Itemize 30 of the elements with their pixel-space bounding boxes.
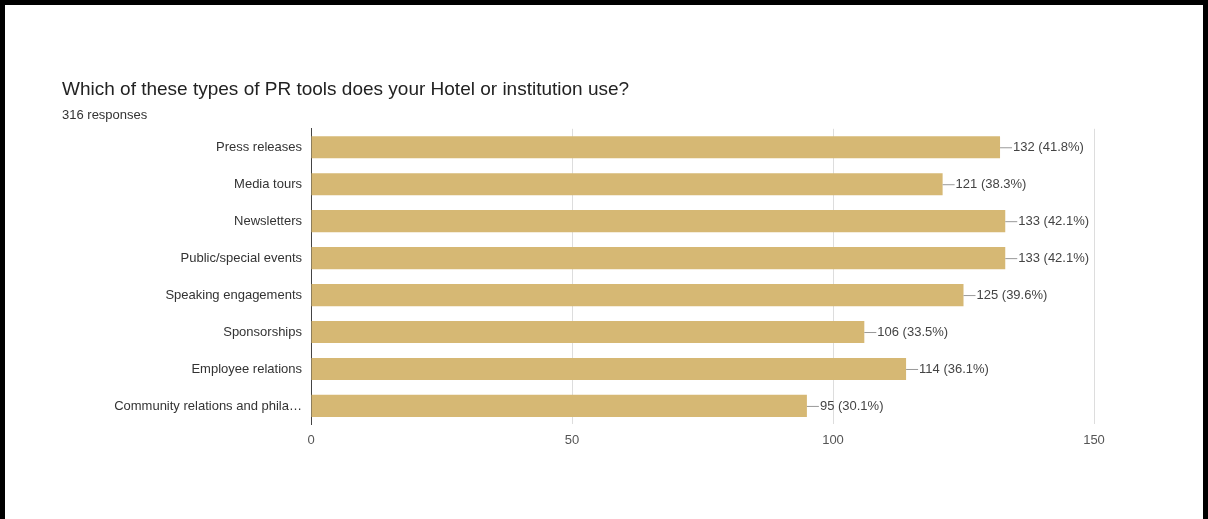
data-label: 133 (42.1%) xyxy=(1018,249,1090,265)
y-tick-label: Employee relations xyxy=(191,360,303,376)
data-label: 114 (36.1%) xyxy=(919,360,989,376)
chart-title: Which of these types of PR tools does your Hotel or institution use? xyxy=(62,78,630,100)
data-label: 133 (42.1%) xyxy=(1018,212,1090,228)
text: 316 responses xyxy=(62,107,148,122)
bar xyxy=(311,283,964,307)
y-tick-label: Media tours xyxy=(234,175,303,191)
x-tick-label: 150 xyxy=(1083,431,1105,447)
y-tick-label: Public/special events xyxy=(180,249,303,265)
bar xyxy=(311,173,943,196)
x-tick-label: 0 xyxy=(307,431,315,447)
y-tick-label: Newsletters xyxy=(234,212,303,228)
x-tick-label: 50 xyxy=(564,431,580,447)
data-label: 95 (30.1%) xyxy=(819,397,884,413)
bar xyxy=(311,136,1001,159)
x-tick-label: 100 xyxy=(822,431,844,447)
y-tick-label: Press releases xyxy=(216,138,303,154)
bar xyxy=(311,210,1006,233)
bar xyxy=(311,247,1006,270)
bar xyxy=(311,357,907,381)
data-label: 121 (38.3%) xyxy=(955,175,1027,191)
data-label: 132 (41.8%) xyxy=(1013,138,1084,154)
y-tick-label: Sponsorships xyxy=(223,323,303,339)
y-tick-label: Community relations and phila… xyxy=(114,397,302,413)
data-label: 125 (39.6%) xyxy=(976,286,1048,302)
bar xyxy=(311,394,807,418)
y-tick-label: Speaking engagements xyxy=(165,286,303,302)
bar xyxy=(311,320,865,344)
data-label: 106 (33.5%) xyxy=(877,323,949,339)
